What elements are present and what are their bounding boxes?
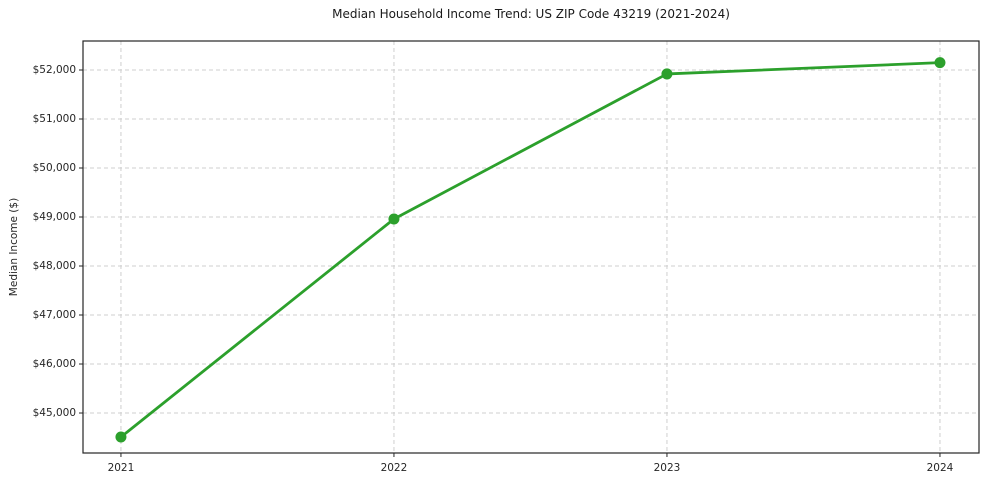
y-tick-label: $50,000: [32, 162, 76, 174]
data-point-marker: [661, 68, 673, 80]
income-trend-line: [119, 61, 942, 439]
y-tick-label: $47,000: [32, 309, 76, 321]
data-point-marker: [388, 213, 400, 225]
y-tick-label: $52,000: [32, 64, 76, 76]
y-tick-label: $48,000: [32, 260, 76, 272]
x-tick-label: 2024: [926, 462, 954, 474]
data-point-marker: [934, 57, 946, 69]
y-tick-label: $49,000: [32, 211, 76, 223]
x-tick-label: 2022: [380, 462, 408, 474]
y-tick-label: $46,000: [32, 358, 76, 370]
y-tick-label: $51,000: [32, 113, 76, 125]
chart-title: Median Household Income Trend: US ZIP Co…: [332, 7, 730, 21]
x-tick-label: 2023: [653, 462, 681, 474]
axes-spines: [82, 40, 980, 454]
y-tick-label: $45,000: [32, 407, 76, 419]
data-point-marker: [115, 431, 127, 443]
x-tick-label: 2021: [107, 462, 135, 474]
